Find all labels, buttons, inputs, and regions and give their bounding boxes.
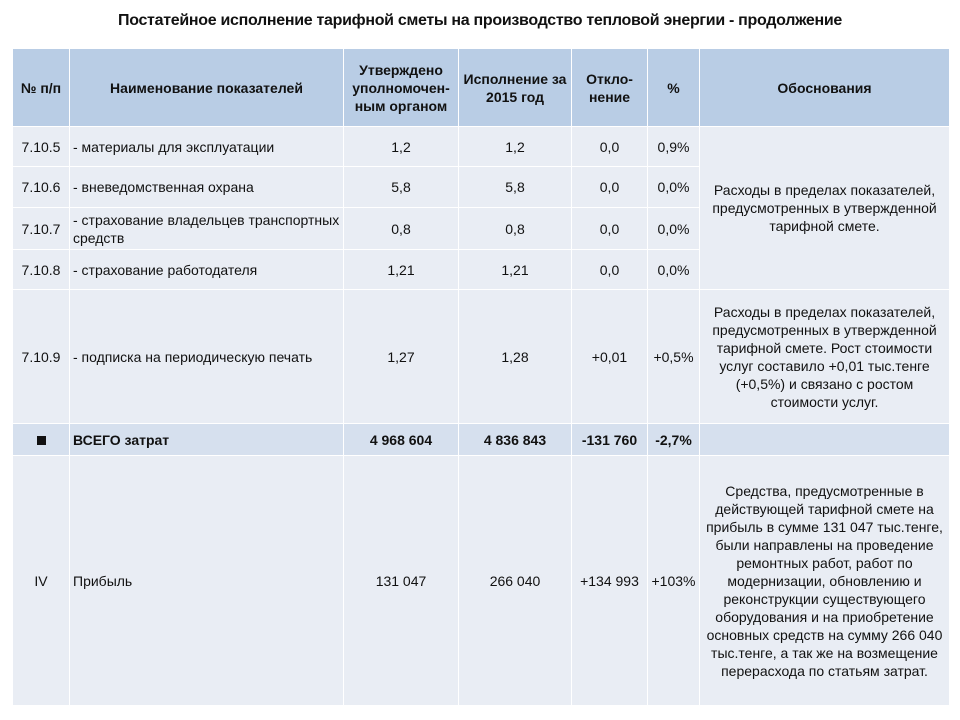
total-name: ВСЕГО затрат <box>69 423 344 456</box>
total-execution: 4 836 843 <box>458 423 572 456</box>
row-name: - вневедомственная охрана <box>69 166 344 208</box>
col-header-name: Наименование показателей <box>69 48 344 127</box>
row-num: 7.10.6 <box>12 166 70 208</box>
square-bullet-icon <box>36 435 46 445</box>
total-marker <box>12 423 70 456</box>
row-execution: 0,8 <box>458 207 572 250</box>
total-deviation: -131 760 <box>571 423 648 456</box>
page-title: Постатейное исполнение тарифной сметы на… <box>118 12 842 29</box>
row-percent: 0,0% <box>647 207 700 250</box>
row-name: - материалы для эксплуатации <box>69 126 344 167</box>
profit-row: IV Прибыль 131 047 266 040 +134 993 +103… <box>12 455 950 706</box>
row-approved: 0,8 <box>343 207 459 250</box>
profit-name: Прибыль <box>69 455 344 706</box>
row-execution: 1,21 <box>458 249 572 290</box>
table-row: 7.10.7 - страхование владельцев транспор… <box>12 207 950 250</box>
row-percent: 0,0% <box>647 166 700 208</box>
table-row: 7.10.8 - страхование работодателя 1,21 1… <box>12 249 950 290</box>
total-approved: 4 968 604 <box>343 423 459 456</box>
tariff-estimate-table: № п/п Наименование показателей Утвержден… <box>12 48 950 706</box>
row-deviation: 0,0 <box>571 166 648 208</box>
profit-approved: 131 047 <box>343 455 459 706</box>
row-approved: 5,8 <box>343 166 459 208</box>
col-header-deviation: Откло-нение <box>571 48 648 127</box>
row-percent: 0,9% <box>647 126 700 167</box>
row-deviation: 0,0 <box>571 126 648 167</box>
profit-deviation: +134 993 <box>571 455 648 706</box>
row-deviation: 0,0 <box>571 249 648 290</box>
row-execution: 1,28 <box>458 289 572 424</box>
profit-percent: +103% <box>647 455 700 706</box>
profit-num: IV <box>12 455 70 706</box>
total-row: ВСЕГО затрат 4 968 604 4 836 843 -131 76… <box>12 423 950 456</box>
row-justification-group: Расходы в пределах показателей, предусмо… <box>699 126 950 290</box>
row-name: - страхование работодателя <box>69 249 344 290</box>
row-deviation: +0,01 <box>571 289 648 424</box>
row-name: - страхование владельцев транспортных ср… <box>69 207 344 250</box>
table-row: 7.10.5 - материалы для эксплуатации 1,2 … <box>12 126 950 290</box>
row-execution: 1,2 <box>458 126 572 167</box>
row-percent: 0,0% <box>647 249 700 290</box>
row-deviation: 0,0 <box>571 207 648 250</box>
total-justification <box>699 423 950 456</box>
row-execution: 5,8 <box>458 166 572 208</box>
row-num: 7.10.8 <box>12 249 70 290</box>
col-header-justification: Обоснования <box>699 48 950 127</box>
row-percent: +0,5% <box>647 289 700 424</box>
row-name: - подписка на периодическую печать <box>69 289 344 424</box>
row-approved: 1,21 <box>343 249 459 290</box>
row-approved: 1,2 <box>343 126 459 167</box>
col-header-num: № п/п <box>12 48 70 127</box>
table-row: 7.10.6 - вневедомственная охрана 5,8 5,8… <box>12 166 950 208</box>
col-header-approved: Утверждено уполномочен-ным органом <box>343 48 459 127</box>
row-num: 7.10.7 <box>12 207 70 250</box>
profit-justification: Средства, предусмотренные в действующей … <box>699 455 950 706</box>
header-row: № п/п Наименование показателей Утвержден… <box>12 48 950 127</box>
row-num: 7.10.5 <box>12 126 70 167</box>
col-header-percent: % <box>647 48 700 127</box>
total-percent: -2,7% <box>647 423 700 456</box>
col-header-execution: Исполнение за 2015 год <box>458 48 572 127</box>
row-justification: Расходы в пределах показателей, предусмо… <box>699 289 950 424</box>
table-row: 7.10.9 - подписка на периодическую печат… <box>12 289 950 424</box>
profit-execution: 266 040 <box>458 455 572 706</box>
row-approved: 1,27 <box>343 289 459 424</box>
row-num: 7.10.9 <box>12 289 70 424</box>
